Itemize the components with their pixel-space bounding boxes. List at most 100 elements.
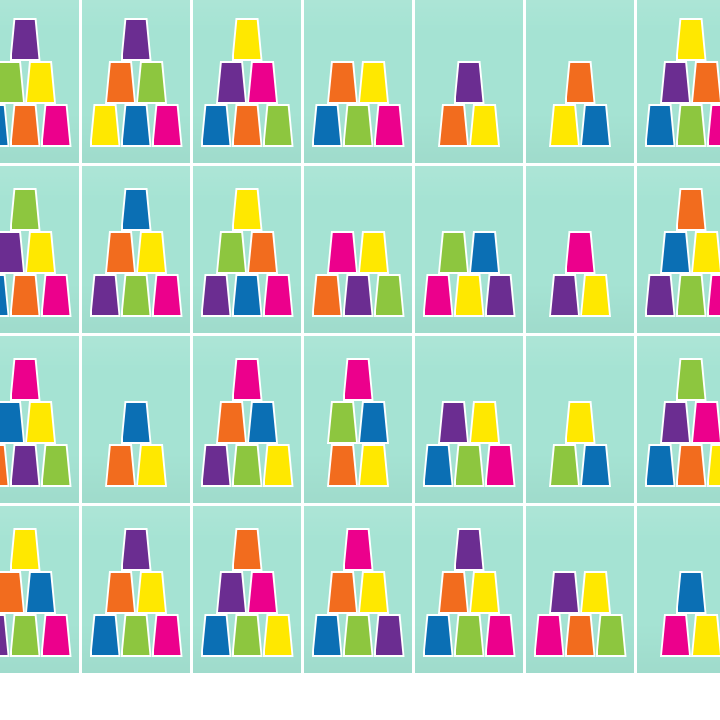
pattern-card-r3c4[interactable] — [304, 336, 415, 506]
cup-blue — [0, 403, 23, 442]
cup-outline — [675, 358, 707, 401]
cup-purple — [662, 63, 689, 102]
pattern-card-r1c7[interactable] — [637, 0, 720, 166]
cup-row-2 — [311, 274, 405, 317]
cup-outline — [564, 401, 596, 444]
cup-row-1 — [9, 358, 41, 401]
cup-outline — [25, 61, 56, 104]
cup-stack — [637, 358, 720, 487]
pattern-card-r3c1[interactable] — [0, 336, 82, 506]
pattern-card-r1c1[interactable] — [0, 0, 82, 166]
cup-orange — [0, 446, 8, 485]
cup-row-2 — [0, 571, 56, 614]
pattern-card-r1c2[interactable] — [82, 0, 193, 166]
cup-row-2 — [0, 401, 56, 444]
cup-orange — [11, 276, 39, 315]
pattern-card-r2c7[interactable] — [637, 166, 720, 336]
pattern-card-r4c2[interactable] — [82, 506, 193, 676]
cup-outline — [0, 274, 10, 317]
cup-purple — [202, 446, 230, 485]
cup-outline — [549, 104, 580, 147]
cup-outline — [136, 571, 167, 614]
cup-yellow — [360, 63, 387, 102]
pattern-card-r3c3[interactable] — [193, 336, 304, 506]
cup-magenta — [42, 616, 70, 655]
pattern-card-r2c6[interactable] — [526, 166, 637, 336]
pattern-card-r4c5[interactable] — [415, 506, 526, 676]
cup-outline — [311, 274, 343, 317]
cup-purple — [11, 20, 39, 59]
cup-magenta — [153, 276, 181, 315]
pattern-card-r4c3[interactable] — [193, 506, 304, 676]
cup-yellow — [693, 616, 720, 655]
cup-yellow — [27, 233, 54, 272]
cup-stack — [304, 358, 412, 487]
cup-outline — [231, 358, 263, 401]
cup-outline — [453, 61, 485, 104]
pattern-card-r1c6[interactable] — [526, 0, 637, 166]
cup-yellow — [264, 446, 292, 485]
cup-outline — [247, 401, 278, 444]
cup-orange — [11, 106, 39, 145]
pattern-card-r4c4[interactable] — [304, 506, 415, 676]
cup-outline — [358, 444, 389, 487]
cup-outline — [358, 231, 389, 274]
cup-outline — [200, 104, 232, 147]
cup-outline — [469, 401, 500, 444]
cup-yellow — [708, 446, 720, 485]
cup-outline — [311, 104, 343, 147]
pattern-card-r3c2[interactable] — [82, 336, 193, 506]
cup-row-2 — [438, 571, 500, 614]
cup-green — [344, 616, 372, 655]
pattern-card-r3c7[interactable] — [637, 336, 720, 506]
pattern-card-r2c2[interactable] — [82, 166, 193, 336]
cup-row-1 — [120, 401, 152, 444]
cup-stack — [0, 188, 79, 317]
cup-outline — [580, 444, 611, 487]
pattern-card-r2c4[interactable] — [304, 166, 415, 336]
cup-yellow — [677, 20, 705, 59]
cup-outline — [0, 231, 25, 274]
pattern-card-r4c1[interactable] — [0, 506, 82, 676]
cup-row-1 — [564, 401, 596, 444]
cup-green — [597, 616, 625, 655]
cup-magenta — [424, 276, 452, 315]
pattern-card-r2c3[interactable] — [193, 166, 304, 336]
cup-row-1 — [453, 61, 485, 104]
cup-green — [122, 616, 150, 655]
pattern-card-r1c4[interactable] — [304, 0, 415, 166]
cup-outline — [675, 18, 707, 61]
cup-outline — [262, 444, 294, 487]
cup-orange — [329, 573, 356, 612]
cup-row-1 — [231, 18, 263, 61]
cup-magenta — [11, 360, 39, 399]
pattern-card-r4c6[interactable] — [526, 506, 637, 676]
cup-outline — [644, 274, 676, 317]
pattern-card-r2c5[interactable] — [415, 166, 526, 336]
pattern-card-r3c5[interactable] — [415, 336, 526, 506]
cup-outline — [438, 401, 469, 444]
cup-row-1 — [327, 61, 389, 104]
cup-outline — [358, 401, 389, 444]
cup-orange — [0, 573, 23, 612]
cup-outline — [200, 274, 232, 317]
cup-outline — [40, 614, 72, 657]
pattern-card-r1c3[interactable] — [193, 0, 304, 166]
cup-orange — [677, 190, 705, 229]
cup-blue — [202, 616, 230, 655]
cup-row-2 — [105, 571, 167, 614]
pattern-card-r4c7[interactable] — [637, 506, 720, 676]
cup-magenta — [662, 616, 689, 655]
cup-stack — [0, 528, 79, 657]
cup-stack — [526, 231, 634, 317]
pattern-card-r1c5[interactable] — [415, 0, 526, 166]
cup-purple — [218, 63, 245, 102]
cup-row-1 — [231, 188, 263, 231]
pattern-card-r2c1[interactable] — [0, 166, 82, 336]
cup-purple — [646, 276, 674, 315]
pattern-card-r3c6[interactable] — [526, 336, 637, 506]
cup-outline — [200, 614, 232, 657]
cup-row-3 — [89, 614, 183, 657]
cup-outline — [342, 104, 374, 147]
cup-row-2 — [216, 401, 278, 444]
